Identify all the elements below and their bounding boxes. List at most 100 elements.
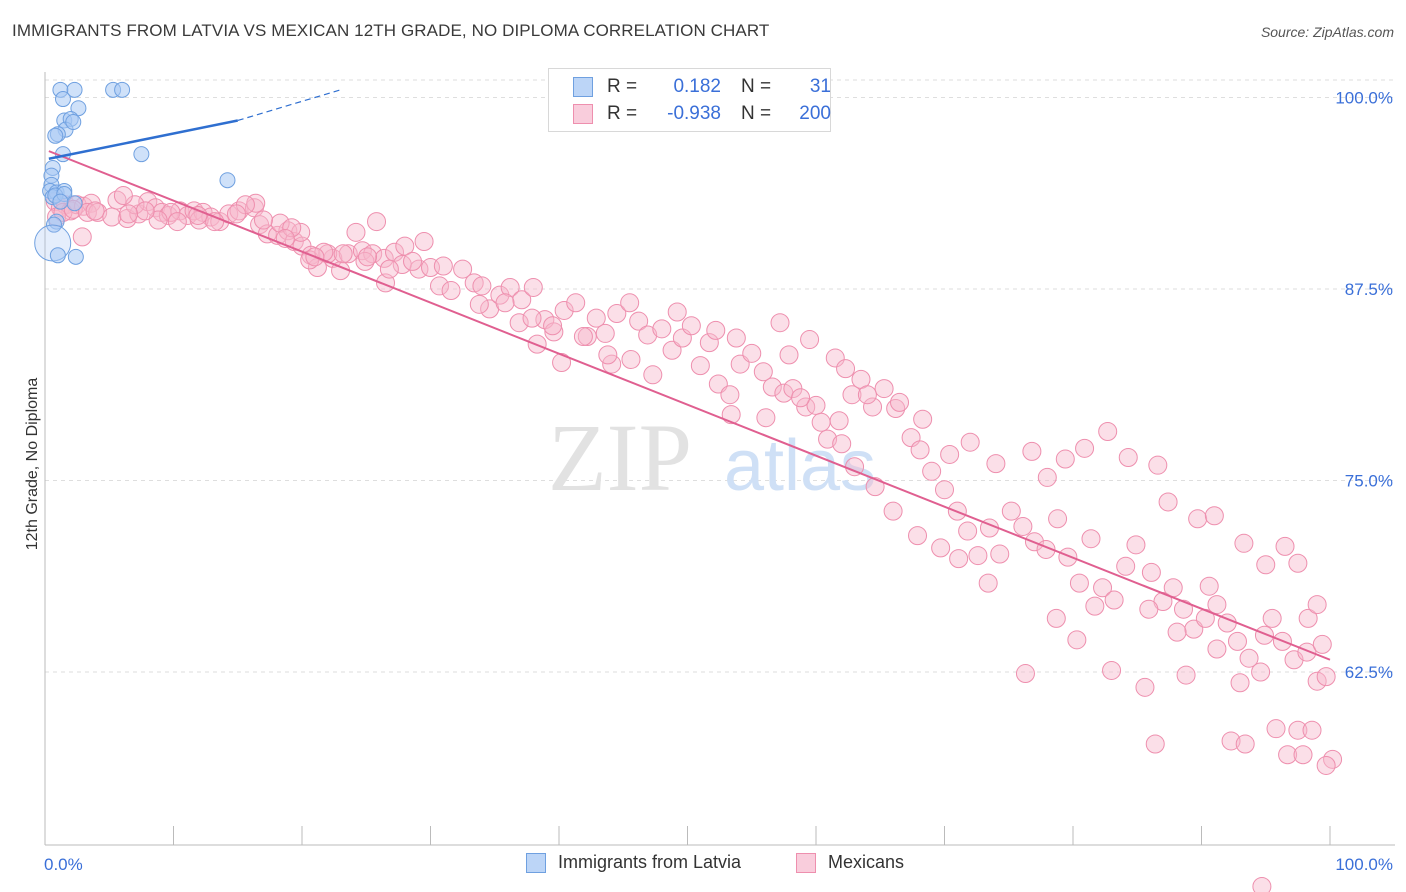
mexican-point <box>573 326 593 346</box>
legend-swatch-mexicans <box>573 104 593 124</box>
mexican-point <box>338 244 358 264</box>
legend-r-label: R = <box>607 76 638 97</box>
mexican-point <box>662 340 682 360</box>
mexican-point <box>1239 648 1259 668</box>
mexican-point <box>77 202 97 222</box>
mexican-point <box>270 213 290 233</box>
mexican-point <box>1293 745 1313 765</box>
mexican-point <box>125 195 145 215</box>
mexican-point <box>1235 734 1255 754</box>
mexican-point <box>1307 595 1327 615</box>
mexican-point <box>119 204 139 224</box>
mexican-point <box>800 330 820 350</box>
mexican-point <box>1254 625 1274 645</box>
mexican-point <box>602 354 622 374</box>
mexican-point <box>762 377 782 397</box>
mexican-point <box>512 290 532 310</box>
mexican-point <box>1204 506 1224 526</box>
mexican-point <box>205 212 225 232</box>
watermark-zip: ZIP <box>548 404 692 511</box>
y-axis-label: 12th Grade, No Diploma <box>24 377 41 551</box>
mexican-point <box>1145 734 1165 754</box>
mexican-point <box>720 385 740 405</box>
mexican-point <box>374 248 394 268</box>
mexican-point <box>453 259 473 279</box>
mexican-point <box>1221 731 1241 751</box>
mexican-point <box>681 316 701 336</box>
legend-n-label: N = <box>741 103 772 124</box>
mexican-point <box>429 276 449 296</box>
mexican-point <box>726 328 746 348</box>
mexican-point <box>910 440 930 460</box>
mexican-point <box>1266 719 1286 739</box>
mexican-point <box>509 313 529 333</box>
correlation-legend: R = 0.182 N = 31 R = -0.938 N = 200 <box>548 68 831 132</box>
mexican-point <box>931 538 951 558</box>
bottom-legend-swatch-mexicans <box>796 852 816 873</box>
mexican-point <box>544 322 564 342</box>
mexican-point <box>433 256 453 276</box>
latvia-trend-line <box>48 119 238 161</box>
mexican-point <box>495 293 515 313</box>
mexican-point <box>1167 622 1187 642</box>
mexican-point <box>1288 720 1308 740</box>
mexican-point <box>1256 555 1276 575</box>
mexican-point <box>552 353 572 373</box>
bottom-legend-label-latvia: Immigrants from Latvia <box>558 852 742 872</box>
legend-swatch-latvia <box>573 77 593 97</box>
mexican-point <box>282 218 302 238</box>
mexican-point <box>595 323 615 343</box>
mexican-point <box>638 325 658 345</box>
latvia-point <box>66 81 83 98</box>
mexican-point <box>890 392 910 412</box>
mexican-point <box>620 293 640 313</box>
mexican-point <box>1251 662 1271 682</box>
mexican-point <box>469 294 489 314</box>
mexican-point <box>865 477 885 497</box>
mexican-point <box>652 319 672 339</box>
mexican-point <box>138 192 158 212</box>
legend-n-label: N = <box>741 76 772 97</box>
mexican-point <box>1048 509 1068 529</box>
mexican-point <box>113 186 133 206</box>
mexican-point <box>1298 608 1318 628</box>
mexican-point <box>779 345 799 365</box>
mexican-point <box>1135 677 1155 697</box>
mexican-point <box>908 526 928 546</box>
mexican-point <box>1102 660 1122 680</box>
mexican-point <box>949 549 969 569</box>
mexican-point <box>857 385 877 405</box>
legend-row-latvia: R = 0.182 N = 31 <box>573 75 831 99</box>
mexican-point <box>85 201 105 221</box>
mexican-point <box>1207 639 1227 659</box>
bottom-legend-mexicans: Mexicans <box>796 852 904 873</box>
mexican-point <box>379 259 399 279</box>
mexican-point <box>1230 673 1250 693</box>
mexican-point <box>523 277 543 297</box>
mexicans-trend-line <box>48 150 1331 661</box>
mexican-point <box>629 311 649 331</box>
mexican-point <box>721 405 741 425</box>
mexican-point <box>1058 547 1078 567</box>
mexican-point <box>1158 492 1178 512</box>
mexican-point <box>1022 441 1042 461</box>
mexican-point <box>986 454 1006 474</box>
mexican-point <box>188 205 208 225</box>
mexican-point <box>699 333 719 353</box>
trend-lines <box>48 89 1331 661</box>
x-tick-label-max: 100.0% <box>1335 855 1393 874</box>
mexican-point <box>836 359 856 379</box>
chart-title: IMMIGRANTS FROM LATVIA VS MEXICAN 12TH G… <box>12 21 770 40</box>
mexican-point <box>842 385 862 405</box>
mexican-point <box>1013 516 1033 536</box>
latvia-point <box>70 100 87 117</box>
mexican-point <box>825 348 845 368</box>
latvia-trend-extension <box>237 89 341 122</box>
mexican-point <box>1126 535 1146 555</box>
mexican-point <box>940 444 960 464</box>
mexican-point <box>1104 590 1124 610</box>
mexican-point <box>667 302 687 322</box>
mexican-point <box>706 320 726 340</box>
mexican-point <box>1176 665 1196 685</box>
